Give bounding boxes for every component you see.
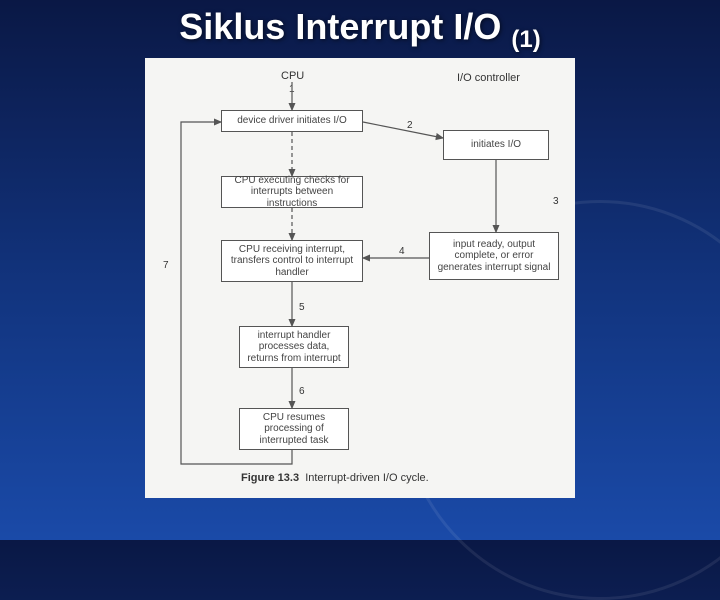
slide-title: Siklus Interrupt I/O (1): [0, 0, 720, 54]
step-5: 5: [299, 302, 305, 313]
header-io: I/O controller: [457, 72, 520, 84]
header-cpu: CPU: [281, 70, 304, 82]
figure-caption: Figure 13.3 Interrupt-driven I/O cycle.: [241, 472, 429, 484]
node-interrupt-handler: interrupt handler processes data, return…: [239, 326, 349, 368]
step-2: 2: [407, 120, 413, 131]
title-sub: (1): [511, 26, 540, 53]
step-6: 6: [299, 386, 305, 397]
figure-panel: CPU I/O controller device driver initiat…: [145, 58, 575, 498]
step-1: 1: [289, 84, 295, 95]
node-input-ready: input ready, output complete, or error g…: [429, 232, 559, 280]
node-cpu-resumes: CPU resumes processing of interrupted ta…: [239, 408, 349, 450]
node-initiates-io: initiates I/O: [443, 130, 549, 160]
node-cpu-receiving: CPU receiving interrupt, transfers contr…: [221, 240, 363, 282]
caption-text: Interrupt-driven I/O cycle.: [305, 472, 429, 484]
figure-inner: CPU I/O controller device driver initiat…: [159, 68, 561, 488]
node-cpu-checks: CPU executing checks for interrupts betw…: [221, 176, 363, 208]
step-7: 7: [163, 260, 169, 271]
title-main: Siklus Interrupt I/O: [179, 6, 501, 47]
node-driver-initiates: device driver initiates I/O: [221, 110, 363, 132]
caption-label: Figure 13.3: [241, 472, 299, 484]
step-3: 3: [553, 196, 559, 207]
step-4: 4: [399, 246, 405, 257]
